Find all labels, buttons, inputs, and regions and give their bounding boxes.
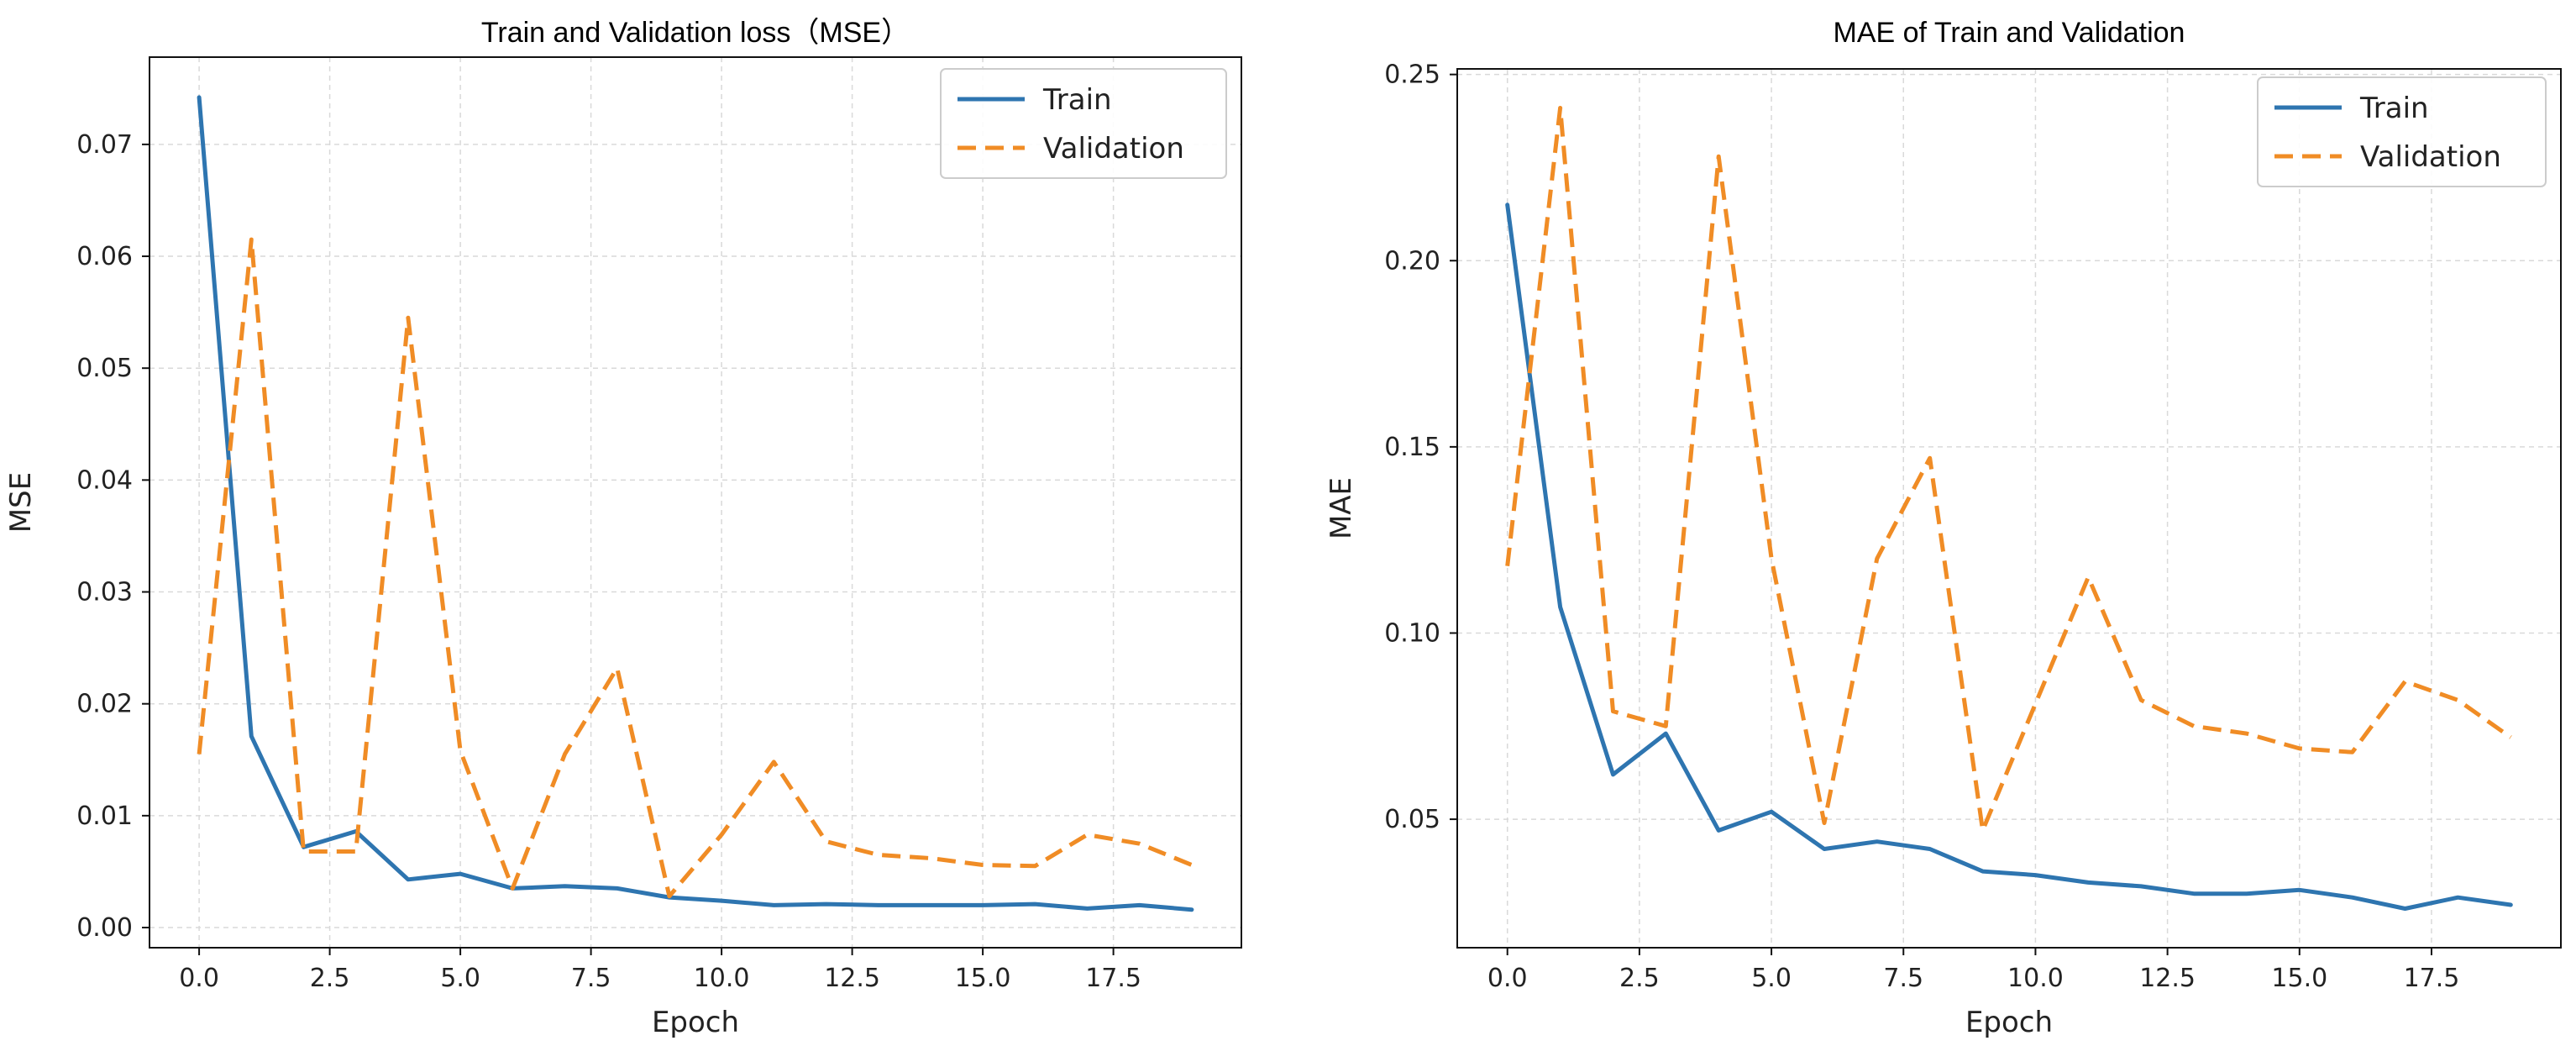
validation-series-line — [1505, 106, 2512, 833]
x-tick-label: 7.5 — [1883, 964, 1923, 993]
mae-chart: 0.0 2.5 5.0 7.5 10.0 12.5 15.0 17.5 0.05 0.10 0.15… — [1325, 17, 2562, 1039]
y-tick-label: 0.01 — [76, 802, 133, 831]
legend: Train Validation — [2257, 76, 2547, 187]
x-tick-label: 15.0 — [955, 964, 1011, 993]
y-tick-label: 0.03 — [76, 578, 133, 607]
mse-chart: 0.0 2.5 5.0 7.5 10.0 12.5 15.0 17.5 0.00 0.01 0.02… — [4, 17, 1242, 1039]
y-tick-label: 0.00 — [76, 913, 133, 943]
legend-label-validation: Validation — [1043, 132, 1184, 166]
legend-label-validation: Validation — [2360, 140, 2501, 174]
x-tick-label: 10.0 — [694, 964, 750, 993]
y-tick-label: 0.04 — [76, 465, 133, 495]
validation-series-line — [197, 237, 1193, 899]
x-tick-label: 0.0 — [179, 964, 219, 993]
x-tick-label: 17.5 — [1085, 964, 1141, 993]
x-tick-label: 2.5 — [310, 964, 350, 993]
x-tick-label: 0.0 — [1487, 964, 1528, 993]
x-tick-label: 12.5 — [824, 964, 880, 993]
x-tick-label: 7.5 — [571, 964, 611, 993]
y-axis-label: MAE — [1325, 477, 1358, 539]
train-series-line — [197, 95, 1194, 912]
y-tick-label: 0.05 — [1384, 805, 1440, 834]
chart-title: Train and Validation loss（MSE） — [481, 17, 910, 49]
x-tick-label: 5.0 — [440, 964, 480, 993]
y-tick-label: 0.06 — [76, 242, 133, 271]
legend-box — [940, 68, 1227, 179]
y-tick-label: 0.02 — [76, 690, 133, 719]
plot-frame — [1456, 68, 2562, 949]
plot-frame — [149, 56, 1242, 949]
legend-label-train: Train — [1042, 83, 1112, 117]
train-series-line — [1505, 202, 2513, 911]
y-axis-label: MSE — [4, 472, 38, 533]
x-tick-label: 2.5 — [1619, 964, 1660, 993]
y-tick-label: 0.25 — [1384, 60, 1440, 90]
x-tick-label: 17.5 — [2404, 964, 2460, 993]
legend-box — [2257, 76, 2547, 187]
y-tick-label: 0.07 — [76, 130, 133, 160]
y-tick-label: 0.20 — [1384, 246, 1440, 276]
legend-label-train: Train — [2359, 92, 2429, 125]
x-tick-label: 15.0 — [2271, 964, 2327, 993]
x-tick-label: 5.0 — [1751, 964, 1792, 993]
y-tick-label: 0.05 — [76, 354, 133, 383]
x-axis-label: Epoch — [652, 1006, 739, 1039]
x-axis-label: Epoch — [1965, 1006, 2053, 1039]
x-tick-label: 12.5 — [2139, 964, 2196, 993]
y-tick-label: 0.15 — [1384, 433, 1440, 462]
y-tick-label: 0.10 — [1384, 618, 1440, 648]
legend: Train Validation — [940, 68, 1227, 179]
x-tick-label: 10.0 — [2007, 964, 2064, 993]
chart-title: MAE of Train and Validation — [1834, 17, 2185, 49]
